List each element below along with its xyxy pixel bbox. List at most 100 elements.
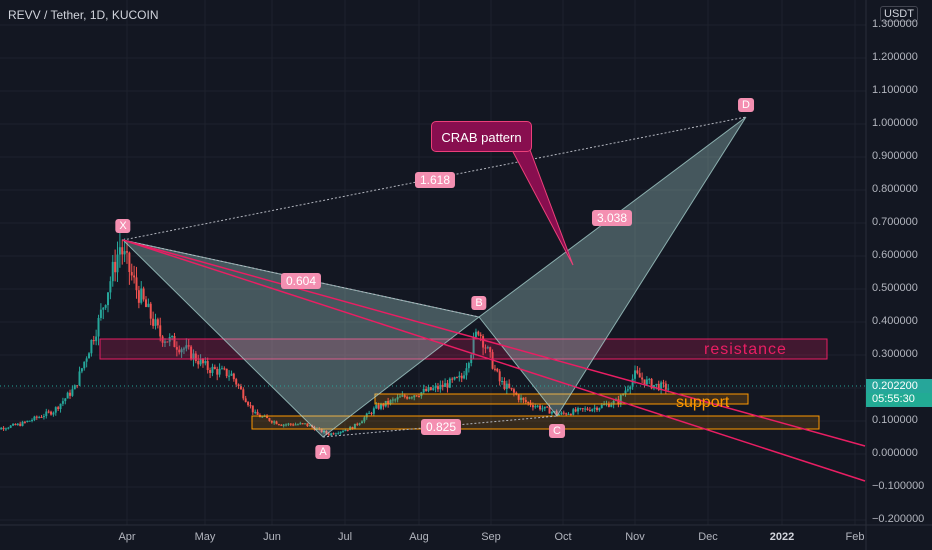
candle-body (178, 349, 181, 353)
crab-pattern-callout[interactable]: CRAB pattern (431, 121, 532, 152)
candle-body (28, 420, 31, 422)
candle (80, 367, 83, 374)
candle-body (560, 412, 563, 415)
candle-body (102, 307, 105, 310)
candle (230, 370, 233, 377)
candle-body (655, 383, 658, 386)
time-tick-label: May (194, 531, 216, 543)
point-b-label[interactable]: B (471, 296, 487, 310)
candle (180, 347, 183, 358)
candle-body (641, 377, 644, 380)
candle-body (296, 424, 299, 426)
point-x-label[interactable]: X (115, 219, 131, 233)
candle-body (664, 383, 667, 390)
candle-body (273, 421, 276, 423)
candle (0, 426, 3, 430)
candle-body (375, 405, 378, 409)
candle-body (444, 383, 447, 387)
candle (166, 341, 169, 343)
candle-body (467, 363, 470, 369)
candle-body (463, 375, 466, 379)
candle (161, 335, 164, 347)
ratio-xd-label[interactable]: 1.618 (414, 172, 456, 188)
candle-body (455, 377, 458, 379)
candle-body (299, 423, 302, 425)
candle-body (126, 251, 128, 253)
resistance-label[interactable]: resistance (704, 341, 787, 358)
candle-body (403, 395, 406, 397)
currency-unit-button[interactable]: USDT (880, 6, 918, 22)
candle-body (417, 396, 420, 398)
candle-body (596, 407, 599, 411)
candle-body (26, 420, 29, 422)
candle-body (489, 347, 492, 353)
price-tick-label: −0.200000 (872, 513, 925, 525)
ratio-ac-label[interactable]: 0.825 (420, 419, 462, 435)
candle (406, 395, 409, 400)
candle (536, 404, 539, 408)
candle-body (327, 433, 330, 436)
candle-body (187, 345, 190, 347)
candle-body (446, 383, 449, 388)
candle (201, 358, 204, 368)
candle-body (505, 383, 508, 389)
candle-body (149, 303, 152, 319)
candle (130, 263, 133, 281)
candle-body (31, 419, 34, 421)
candle (57, 405, 60, 412)
candle-body (289, 423, 292, 425)
candle-body (254, 411, 257, 413)
time-tick-label: Dec (698, 531, 718, 543)
candle (126, 242, 128, 264)
candle (83, 361, 86, 371)
candle-body (370, 412, 373, 414)
candle (496, 367, 499, 373)
candle-body (643, 379, 646, 385)
candle-body (361, 421, 364, 424)
candle (361, 420, 364, 424)
candle (581, 407, 584, 412)
candle (78, 366, 81, 387)
candle (434, 382, 437, 393)
candle (574, 407, 577, 413)
candle (636, 366, 639, 375)
candle-body (342, 431, 345, 433)
candle-body (389, 400, 392, 405)
candle (47, 409, 50, 414)
candle (465, 362, 468, 380)
ratio-bd-label[interactable]: 3.038 (591, 210, 633, 226)
candle (71, 385, 74, 397)
candle-body (83, 361, 86, 369)
price-tick-label: 1.300000 (872, 18, 918, 30)
candle (137, 285, 140, 309)
candle-body (182, 348, 185, 350)
candle-body (441, 384, 444, 387)
candle (308, 424, 311, 427)
candle (610, 402, 613, 408)
candle (9, 425, 12, 429)
candle (493, 364, 496, 372)
candle-body (4, 428, 7, 430)
candle-body (546, 406, 549, 408)
candle (237, 383, 240, 389)
candle (520, 394, 523, 403)
candle-body (574, 409, 577, 412)
point-c-label[interactable]: C (549, 424, 565, 438)
candle (256, 409, 259, 416)
candle-body (232, 373, 235, 380)
candle (517, 393, 520, 403)
candle-body (503, 380, 506, 389)
support-label[interactable]: support (676, 394, 730, 411)
candle (35, 415, 38, 420)
ratio-xb-label[interactable]: 0.604 (280, 273, 322, 289)
candle-body (662, 382, 665, 384)
candle (118, 232, 121, 268)
point-a-label[interactable]: A (315, 445, 331, 459)
candle (664, 380, 667, 395)
candle (441, 380, 444, 391)
candle (579, 407, 582, 411)
candle (619, 393, 622, 408)
candle-body (7, 427, 10, 429)
point-d-label[interactable]: D (738, 98, 754, 112)
